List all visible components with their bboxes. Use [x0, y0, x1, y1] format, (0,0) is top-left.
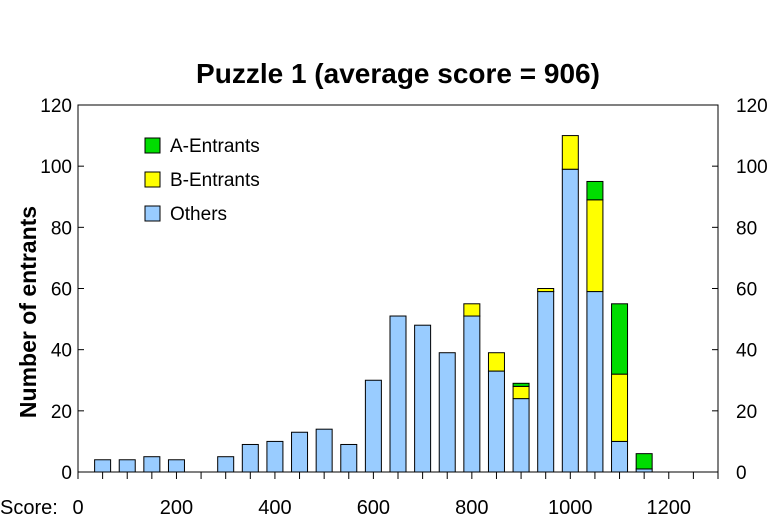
legend-swatch-a-entrants [144, 137, 161, 154]
y-tick-label-left: 80 [51, 218, 72, 239]
bar-a-entrants [635, 453, 653, 470]
y-tick-label-right: 0 [736, 463, 747, 484]
y-tick-label-left: 0 [61, 463, 72, 484]
legend-swatch-others [144, 205, 161, 222]
bar-others [266, 440, 284, 473]
y-tick-label-right: 80 [736, 218, 757, 239]
bar-others [167, 459, 185, 473]
bar-a-entrants [512, 382, 530, 387]
bar-a-entrants [586, 180, 604, 201]
y-tick-label-left: 120 [40, 96, 72, 117]
bar-b-entrants [537, 288, 555, 293]
y-tick-label-left: 60 [51, 280, 72, 301]
y-axis-label: Number of entrants [15, 206, 41, 418]
bar-b-entrants [463, 303, 481, 317]
bar-others [463, 315, 481, 473]
bar-others [537, 291, 555, 473]
bar-others [94, 459, 112, 473]
bar-others [315, 428, 333, 473]
legend-label-others: Others [170, 204, 227, 225]
bar-others [217, 456, 235, 473]
bar-others [340, 443, 358, 473]
y-tick-label-right: 100 [736, 157, 768, 178]
legend-label-b-entrants: B-Entrants [170, 170, 260, 191]
bar-b-entrants [561, 135, 579, 170]
bar-others [611, 440, 629, 473]
bar-others [364, 379, 382, 473]
chart-title: Puzzle 1 (average score = 906) [196, 58, 600, 89]
bar-others [118, 459, 136, 473]
bar-others [487, 370, 505, 473]
legend-swatch-b-entrants [144, 171, 161, 188]
bar-others [389, 315, 407, 473]
x-tick-label: 600 [357, 497, 390, 519]
y-tick-label-right: 120 [736, 96, 768, 117]
bar-others [241, 443, 259, 473]
y-tick-label-left: 40 [51, 341, 72, 362]
bar-others [143, 456, 161, 473]
y-tick-label-right: 40 [736, 341, 757, 362]
y-tick-label-left: 100 [40, 157, 72, 178]
y-tick-label-right: 60 [736, 280, 757, 301]
x-tick-label: 800 [455, 497, 488, 519]
x-tick-label: 400 [258, 497, 291, 519]
legend: A-Entrants B-Entrants Others [144, 136, 260, 225]
bar-others [291, 431, 309, 473]
bar-others [512, 398, 530, 473]
x-tick-label: 1200 [647, 497, 692, 519]
x-tick-label: 200 [160, 497, 193, 519]
legend-label-a-entrants: A-Entrants [170, 136, 260, 157]
bar-others [414, 324, 432, 473]
bar-b-entrants [586, 199, 604, 293]
y-tick-label-left: 20 [51, 402, 72, 423]
bar-others [561, 168, 579, 473]
bar-b-entrants [512, 385, 530, 400]
bar-others [438, 352, 456, 473]
bar-others [586, 291, 604, 473]
x-axis-label: Score: [0, 497, 58, 519]
bar-a-entrants [611, 303, 629, 375]
bar-b-entrants [611, 373, 629, 442]
x-tick-label: 1000 [548, 497, 593, 519]
y-tick-label-right: 20 [736, 402, 757, 423]
x-tick-label: 0 [72, 497, 83, 519]
bar-b-entrants [487, 352, 505, 372]
